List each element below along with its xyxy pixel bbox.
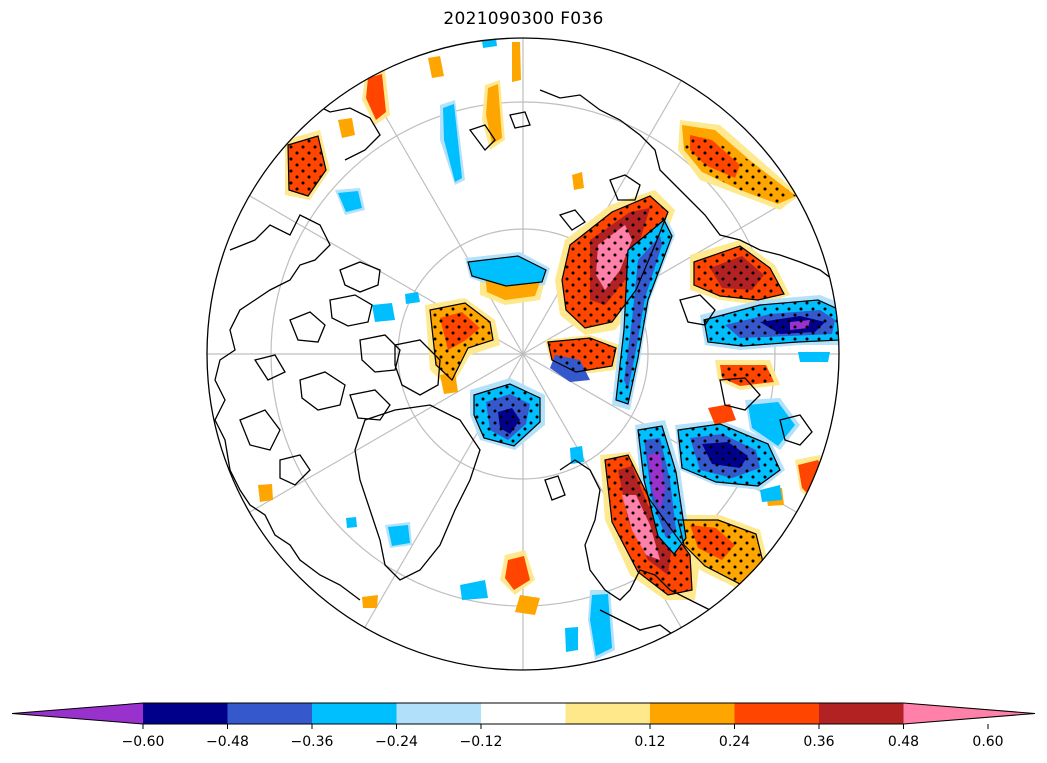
colorbar-segment xyxy=(312,703,397,724)
colorbar-segment xyxy=(396,703,482,724)
colorbar-tick-label: −0.60 xyxy=(122,734,165,750)
colorbar-tick-label: 0.36 xyxy=(803,734,834,750)
colorbar: −0.60 −0.48 −0.36 −0.24 −0.12 0.12 0.24 0.36 0.4… xyxy=(11,702,1036,750)
colorbar-tick-label: 0.60 xyxy=(972,734,1003,750)
significance-stippling xyxy=(288,135,839,595)
colorbar-segment xyxy=(143,703,228,724)
colorbar-tick-label: −0.12 xyxy=(460,734,503,750)
colorbar-segment xyxy=(565,703,651,724)
colorbar-tick-label: 0.48 xyxy=(888,734,919,750)
colorbar-tick-label: 0.12 xyxy=(634,734,665,750)
map-disk xyxy=(207,38,839,670)
colorbar-tick-label: −0.24 xyxy=(375,734,418,750)
map-title: 2021090300 F036 xyxy=(443,9,604,29)
colorbar-segment xyxy=(481,703,566,724)
colorbar-tick-label: −0.48 xyxy=(206,734,249,750)
colorbar-tick-label: −0.36 xyxy=(291,734,334,750)
colorbar-segment xyxy=(227,703,313,724)
colorbar-segment xyxy=(734,703,820,724)
colorbar-extend-min xyxy=(12,703,143,724)
colorbar-segment xyxy=(819,703,904,724)
colorbar-tick-label: 0.24 xyxy=(719,734,750,750)
contour-lines xyxy=(287,135,839,596)
map-boundary xyxy=(206,37,840,671)
colorbar-segment xyxy=(650,703,735,724)
colorbar-extend-max xyxy=(903,703,1035,724)
